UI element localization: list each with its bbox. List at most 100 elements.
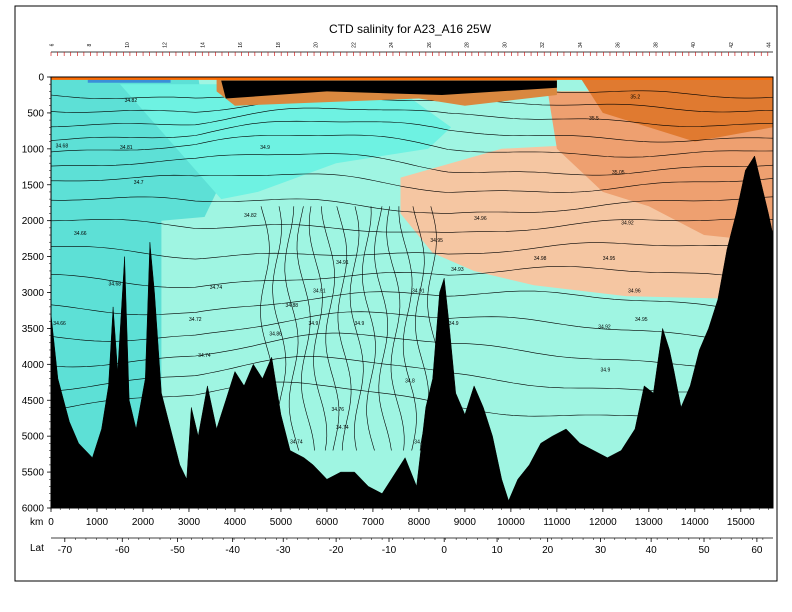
contour-line-7: [51, 173, 773, 193]
lat-tick-label: 0: [441, 545, 447, 556]
contour-label: 34.72: [189, 317, 202, 323]
lat-tick-label: -10: [382, 545, 397, 556]
y-axis: 0 500 1000 1500 2000 2500 3000 3500 4000 4500 5000…: [22, 73, 51, 515]
x-tick-label: 8000: [408, 517, 431, 528]
station-label: 22: [351, 42, 357, 48]
plot-area: 34.9 34.82 34.68 34.66 34.66 34.68 34.7 34.72 34…: [51, 77, 773, 508]
x-tick-label: 12000: [589, 517, 617, 528]
outer-frame: [14, 5, 778, 582]
contour-line-4: [51, 120, 773, 143]
contour-label: 34.82: [125, 98, 138, 104]
contour-label: 35.2: [630, 95, 640, 101]
contour-line-3: [51, 107, 773, 128]
contour-label: 34.96: [628, 289, 641, 295]
contour-line-11: [51, 266, 773, 288]
station-label: 30: [502, 42, 508, 48]
y-tick-label: 2000: [22, 216, 45, 227]
station-label: 16: [238, 42, 244, 48]
contour-label: 34.88: [286, 303, 299, 309]
contour-label: 34.68: [56, 143, 69, 149]
contour-label: 34.9: [391, 85, 401, 91]
y-tick-label: 3500: [22, 324, 45, 335]
contour-label: 35.5: [589, 116, 599, 122]
x-tick-label: 13000: [635, 517, 663, 528]
contour-line-6: [51, 153, 773, 176]
contour-label: 34.76: [332, 407, 345, 413]
lat-tick-label: -40: [225, 545, 240, 556]
contour-vertical-6: [321, 206, 340, 451]
lat-tick-label: -70: [58, 545, 73, 556]
station-label: 20: [314, 42, 320, 48]
lat-tick-label: 30: [595, 545, 607, 556]
station-label: 24: [389, 42, 395, 48]
contour-label: 34.95: [603, 256, 616, 262]
contour-label: 34.66: [53, 321, 66, 327]
x-axis: 0 1000 2000 3000 4000 5000 6000 7000 8000 9000 100…: [48, 508, 769, 528]
contour-label: 34.74: [210, 285, 223, 291]
contour-label: 34.81: [120, 145, 133, 151]
contour-label: 34.98: [534, 256, 547, 262]
x-tick-label: 0: [48, 517, 54, 528]
contour-line-12: [51, 290, 773, 316]
contour-label: 34.92: [621, 220, 634, 226]
contour-line-10: [51, 242, 773, 260]
y-tick-label: 3000: [22, 288, 45, 299]
station-label: 40: [691, 42, 697, 48]
contour-label: 34.91: [336, 260, 349, 266]
contour-label: 34.91: [313, 289, 326, 295]
contour-vertical-4: [296, 206, 315, 451]
contour-vertical-7: [336, 206, 352, 451]
contour-label: 34.82: [244, 213, 257, 219]
contour-line-2: [51, 96, 773, 113]
y-tick-label: 4000: [22, 360, 45, 371]
contour-vertical-5: [308, 206, 328, 451]
contour-label: 34.95: [635, 317, 648, 323]
lat-tick-label: 60: [751, 545, 763, 556]
contour-label: 34.93: [451, 267, 464, 273]
surface-skin: [51, 77, 773, 80]
contour-label: 34.9: [260, 145, 270, 151]
y-tick-label: 1500: [22, 180, 45, 191]
x-tick-label: 1000: [86, 517, 109, 528]
x-tick-label: 15000: [727, 517, 755, 528]
contour-vertical-3: [284, 206, 299, 451]
x-tick-label: 6000: [316, 517, 339, 528]
x-tick-label: 7000: [362, 517, 385, 528]
contour-line-8: [51, 196, 773, 214]
contour-label: 34.95: [430, 238, 443, 244]
surface-layer: [51, 77, 773, 106]
x-tick-label: 5000: [270, 517, 293, 528]
contour-line-15: [51, 356, 773, 393]
contour-line-9: [51, 218, 773, 233]
chart-title: CTD salinity for A23_A16 25W: [329, 22, 492, 36]
y-tick-label: 1000: [22, 144, 45, 155]
contour-line-5: [51, 134, 773, 158]
station-label: 28: [465, 42, 471, 48]
station-label: 36: [616, 42, 622, 48]
x-tick-label: 11000: [543, 517, 571, 528]
contour-vertical-10: [374, 206, 392, 451]
contour-label: 34.9: [355, 321, 365, 327]
contour-line-13: [51, 311, 773, 342]
station-label: 14: [200, 42, 206, 48]
contour-label: 34.9: [601, 368, 611, 374]
lat-tick-label: -50: [170, 545, 185, 556]
x-axis-label: km: [30, 517, 43, 528]
contour-label: 34.9: [309, 321, 319, 327]
contour-vertical-9: [362, 206, 376, 451]
surface-dense-contours: [221, 80, 557, 99]
band-fresher-south: [51, 77, 217, 508]
contour-label: 34.66: [74, 231, 87, 237]
contour-vertical-11: [386, 206, 405, 451]
y-tick-label: 6000: [22, 504, 45, 515]
y-tick-label: 4500: [22, 396, 45, 407]
lat-axis-label: Lat: [30, 543, 44, 554]
lat-tick-label: 10: [492, 545, 504, 556]
x-tick-label: 4000: [224, 517, 247, 528]
contour-label: 34.86: [269, 332, 282, 338]
lat-tick-label: -30: [276, 545, 291, 556]
contour-labels: 34.9 34.82 34.68 34.66 34.66 34.68 34.7 34.72 34…: [53, 85, 647, 445]
station-label: 6: [49, 43, 55, 46]
lat-tick-label: 40: [646, 545, 658, 556]
